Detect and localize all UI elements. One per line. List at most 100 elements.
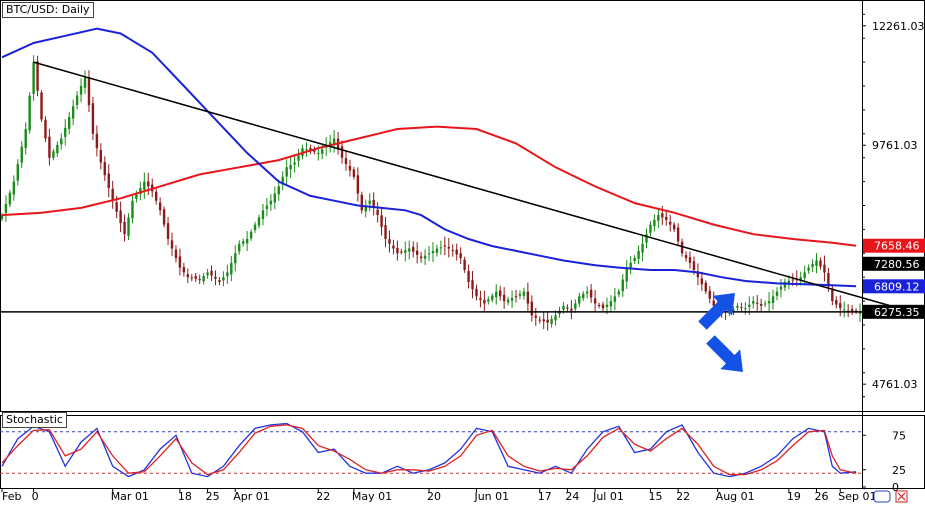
chart-controls[interactable] <box>873 490 908 503</box>
price-label: 7658.46 <box>863 238 925 253</box>
candle <box>8 190 12 208</box>
candle <box>107 164 110 198</box>
candle <box>578 292 581 307</box>
candle <box>763 300 767 307</box>
candle <box>277 179 280 201</box>
candle <box>178 248 182 276</box>
candle <box>566 304 569 312</box>
candle <box>491 293 494 303</box>
candle <box>585 286 589 299</box>
sma-blue-line <box>1 27 857 288</box>
candle <box>269 194 273 211</box>
candle <box>352 166 356 180</box>
candle <box>546 311 549 331</box>
candle <box>372 192 375 216</box>
sma-red-line <box>1 125 857 247</box>
candle <box>198 274 201 284</box>
candle <box>376 202 379 223</box>
candle <box>740 302 743 312</box>
candle <box>162 206 166 228</box>
stochastic-title: Stochastic <box>2 412 67 428</box>
candle <box>510 290 514 308</box>
candle <box>475 284 478 301</box>
x-tick-label: 0 <box>32 490 39 503</box>
x-tick-label: 24 <box>565 490 579 503</box>
candle <box>344 151 348 171</box>
y-tick-label: 12261.03 <box>872 20 925 33</box>
candle <box>483 290 486 313</box>
candle <box>340 140 344 164</box>
candle <box>653 214 656 232</box>
candle <box>388 230 391 253</box>
candle <box>550 315 553 328</box>
candle <box>265 197 269 217</box>
candle <box>665 211 668 226</box>
candle <box>48 128 51 166</box>
candle <box>633 255 636 264</box>
candle <box>625 260 628 289</box>
candle <box>629 255 632 275</box>
candle <box>190 274 193 282</box>
candle <box>71 99 75 126</box>
candle <box>348 159 352 177</box>
candle <box>451 244 454 257</box>
stochastic-series-line <box>1 422 857 478</box>
link-icon[interactable] <box>873 490 891 503</box>
price-axis: 12261.03 9761.03 4761.03 7658.46 7280.56 6809… <box>862 13 925 494</box>
candle <box>4 195 8 222</box>
candle <box>574 299 577 313</box>
x-tick-label: May 01 <box>352 490 392 503</box>
candle <box>111 180 114 209</box>
candle <box>613 287 617 311</box>
candle <box>400 248 403 255</box>
svg-text:6809.12: 6809.12 <box>874 280 920 293</box>
candle <box>174 245 178 263</box>
candle <box>835 296 838 309</box>
candle <box>257 214 261 229</box>
stochastic-series-line <box>1 424 857 476</box>
candle <box>684 251 688 262</box>
candle <box>736 302 739 311</box>
x-tick-label: 20 <box>427 490 441 503</box>
candle <box>226 264 229 284</box>
candle <box>732 306 735 316</box>
candle <box>641 235 644 262</box>
candle <box>131 195 134 224</box>
candle <box>538 316 541 324</box>
candle <box>91 96 95 141</box>
x-tick-label: 19 <box>787 490 801 503</box>
candle <box>44 116 47 143</box>
candle <box>408 240 411 260</box>
candle <box>218 276 221 286</box>
stochastic-tick-label: 0 <box>892 481 899 494</box>
candle <box>79 78 83 103</box>
candle <box>60 133 63 150</box>
candle <box>542 311 545 330</box>
candle <box>498 286 502 301</box>
y-tick-label: 9761.03 <box>872 139 918 152</box>
candle <box>194 272 197 282</box>
candle <box>672 222 676 232</box>
candle <box>245 231 249 252</box>
candle <box>669 214 672 232</box>
candle <box>487 296 490 305</box>
candle <box>423 249 427 265</box>
candle <box>238 240 241 255</box>
candle <box>601 301 605 312</box>
candle <box>12 175 16 201</box>
stochastic-tick-label: 25 <box>892 464 906 477</box>
candle <box>435 244 439 257</box>
candle <box>676 223 680 246</box>
candle <box>166 217 170 246</box>
candle <box>20 141 23 168</box>
candle <box>154 187 158 205</box>
candle <box>186 268 190 284</box>
y-tick-label: 4761.03 <box>872 378 918 391</box>
candle <box>657 207 660 229</box>
candle <box>368 193 371 212</box>
candle <box>811 259 814 272</box>
candle <box>241 238 245 247</box>
candle <box>392 239 395 255</box>
candle <box>850 305 854 316</box>
